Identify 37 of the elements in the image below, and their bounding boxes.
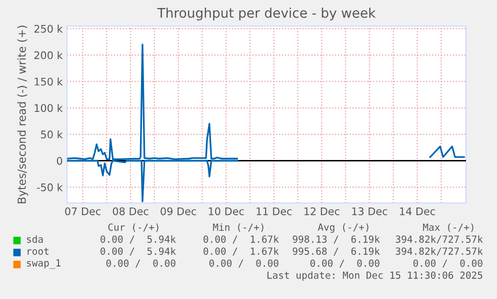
text: 0.00 / 0.00 [413, 259, 482, 268]
text: Min (-/+) [213, 223, 264, 232]
text: 0.00 / 0.00 [209, 259, 278, 268]
chart-title: Throughput per device - by week [157, 8, 376, 20]
text: 0.00 / 0.00 [106, 259, 176, 268]
y-tick-label: 150 k [34, 78, 63, 86]
y-tick-label: 250 k [34, 24, 63, 33]
legend-label: swap_1 [27, 259, 60, 269]
x-tick-label: 09 Dec [160, 207, 196, 216]
text: 0.00 / 1.67k [204, 247, 279, 256]
x-tick-label: 14 Dec [400, 207, 435, 216]
y-tick-label: 0 [56, 156, 62, 165]
text: 0.00 / 1.67k [204, 235, 279, 244]
x-tick-label: 12 Dec [304, 207, 340, 216]
y-tick-label: -50 k [36, 183, 63, 192]
legend-label: sda [27, 235, 43, 243]
text: Last update: Mon Dec 15 11:30:06 2025 [267, 271, 482, 281]
y-axis-title: Bytes/second read (-) / write (+) [17, 26, 28, 204]
text: Cur (-/+) [108, 223, 158, 232]
y-tick-label: 100 k [34, 104, 63, 112]
text: 995.68 / 6.19k [292, 247, 380, 256]
text: Max (-/+) [423, 223, 474, 232]
y-tick-label: 200 k [34, 51, 63, 60]
text: 0.00 / 5.94k [100, 235, 176, 244]
text: 0.00 / 0.00 [310, 259, 380, 268]
text: 394.82k/727.57k [396, 235, 483, 244]
x-tick-label: 13 Dec [352, 207, 388, 216]
y-tick-label: 50 k [41, 130, 63, 138]
text: 0.00 / 5.94k [100, 247, 176, 256]
text: 394.82k/727.57k [396, 247, 483, 256]
x-tick-label: 08 Dec [112, 207, 148, 216]
legend-label: root [28, 248, 48, 255]
x-tick-label: 07 Dec [65, 207, 100, 216]
text: Avg (-/+) [318, 223, 368, 233]
text: 998.13 / 6.19k [292, 235, 380, 244]
x-tick-label: 10 Dec [208, 207, 244, 216]
x-tick-label: 11 Dec [256, 207, 292, 216]
